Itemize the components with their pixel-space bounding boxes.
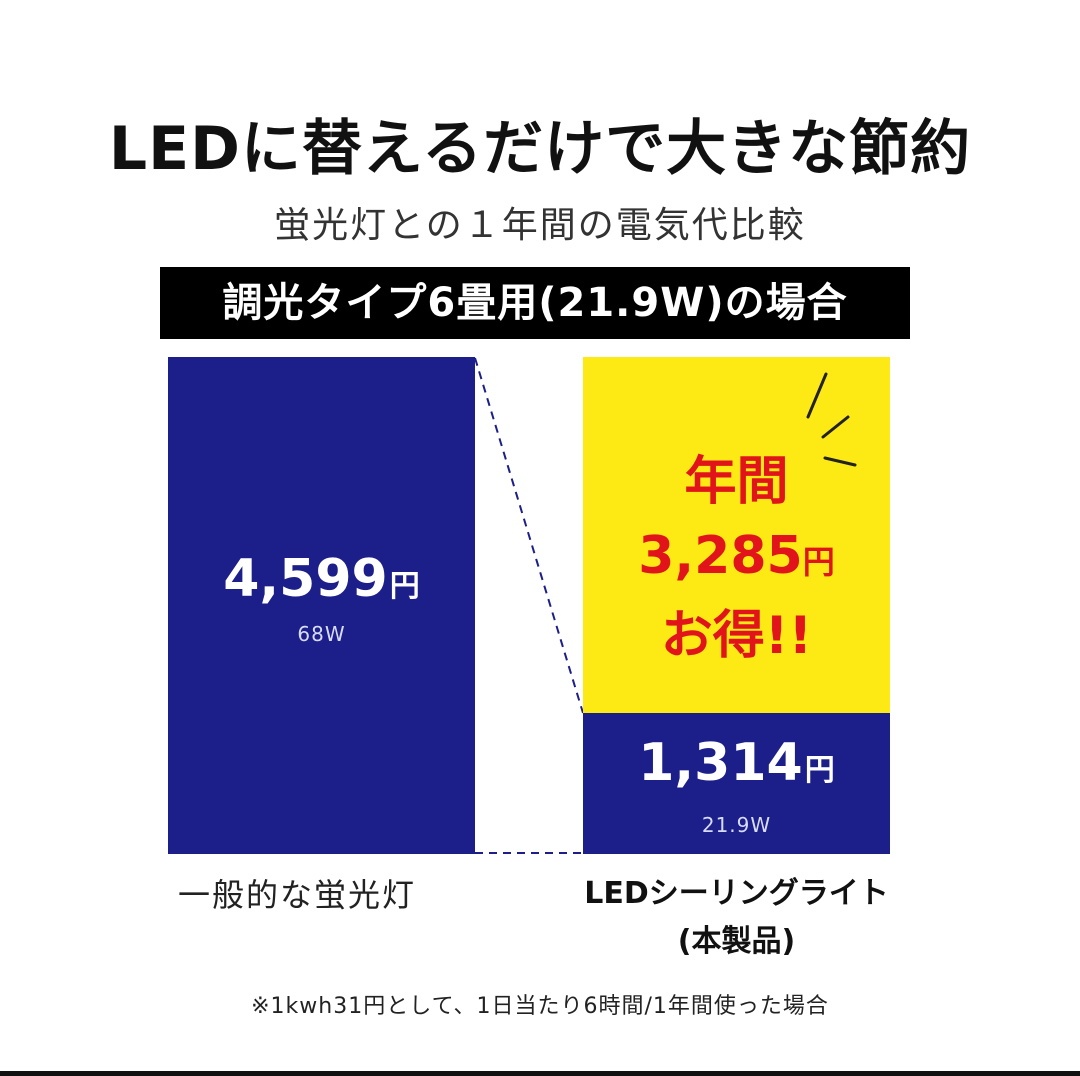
fluorescent-wattage: 68W: [297, 622, 346, 646]
savings-amount: 3,285円: [583, 519, 890, 599]
footnote: ※1kwh31円として、1日当たり6時間/1年間使った場合: [251, 994, 829, 1019]
fluorescent-bar: 4,599円 68W: [168, 357, 475, 854]
condition-banner: 調光タイプ6畳用(21.9W)の場合: [160, 267, 910, 339]
fluorescent-cost: 4,599円: [168, 549, 475, 609]
yen-unit: 円: [804, 753, 835, 788]
led-label: LEDシーリングライト (本製品): [583, 870, 890, 966]
page-subtitle: 蛍光灯との１年間の電気代比較: [274, 205, 806, 246]
emphasis-lines-icon: [806, 372, 857, 467]
led-label-note: (本製品): [677, 924, 796, 959]
savings-amount-value: 3,285: [638, 526, 803, 586]
page-title: LEDに替えるだけで大きな節約: [108, 114, 972, 184]
yen-unit: 円: [802, 543, 835, 581]
led-label-name: LEDシーリングライト: [584, 876, 889, 911]
fluorescent-label: 一般的な蛍光灯: [178, 876, 417, 914]
led-wattage: 21.9W: [701, 813, 772, 837]
bottom-divider: [0, 1071, 1080, 1076]
savings-line-deal: お得!!: [660, 606, 813, 666]
led-bar: 1,314円 21.9W: [583, 713, 890, 854]
savings-line-annual: 年間: [684, 452, 789, 512]
savings-text: 年間 3,285円 お得!!: [583, 445, 890, 673]
yen-unit: 円: [389, 569, 420, 604]
fluorescent-cost-value: 4,599: [223, 549, 388, 609]
savings-callout: 年間 3,285円 お得!!: [583, 357, 890, 713]
led-cost-value: 1,314: [638, 733, 803, 793]
led-cost: 1,314円: [583, 733, 890, 793]
